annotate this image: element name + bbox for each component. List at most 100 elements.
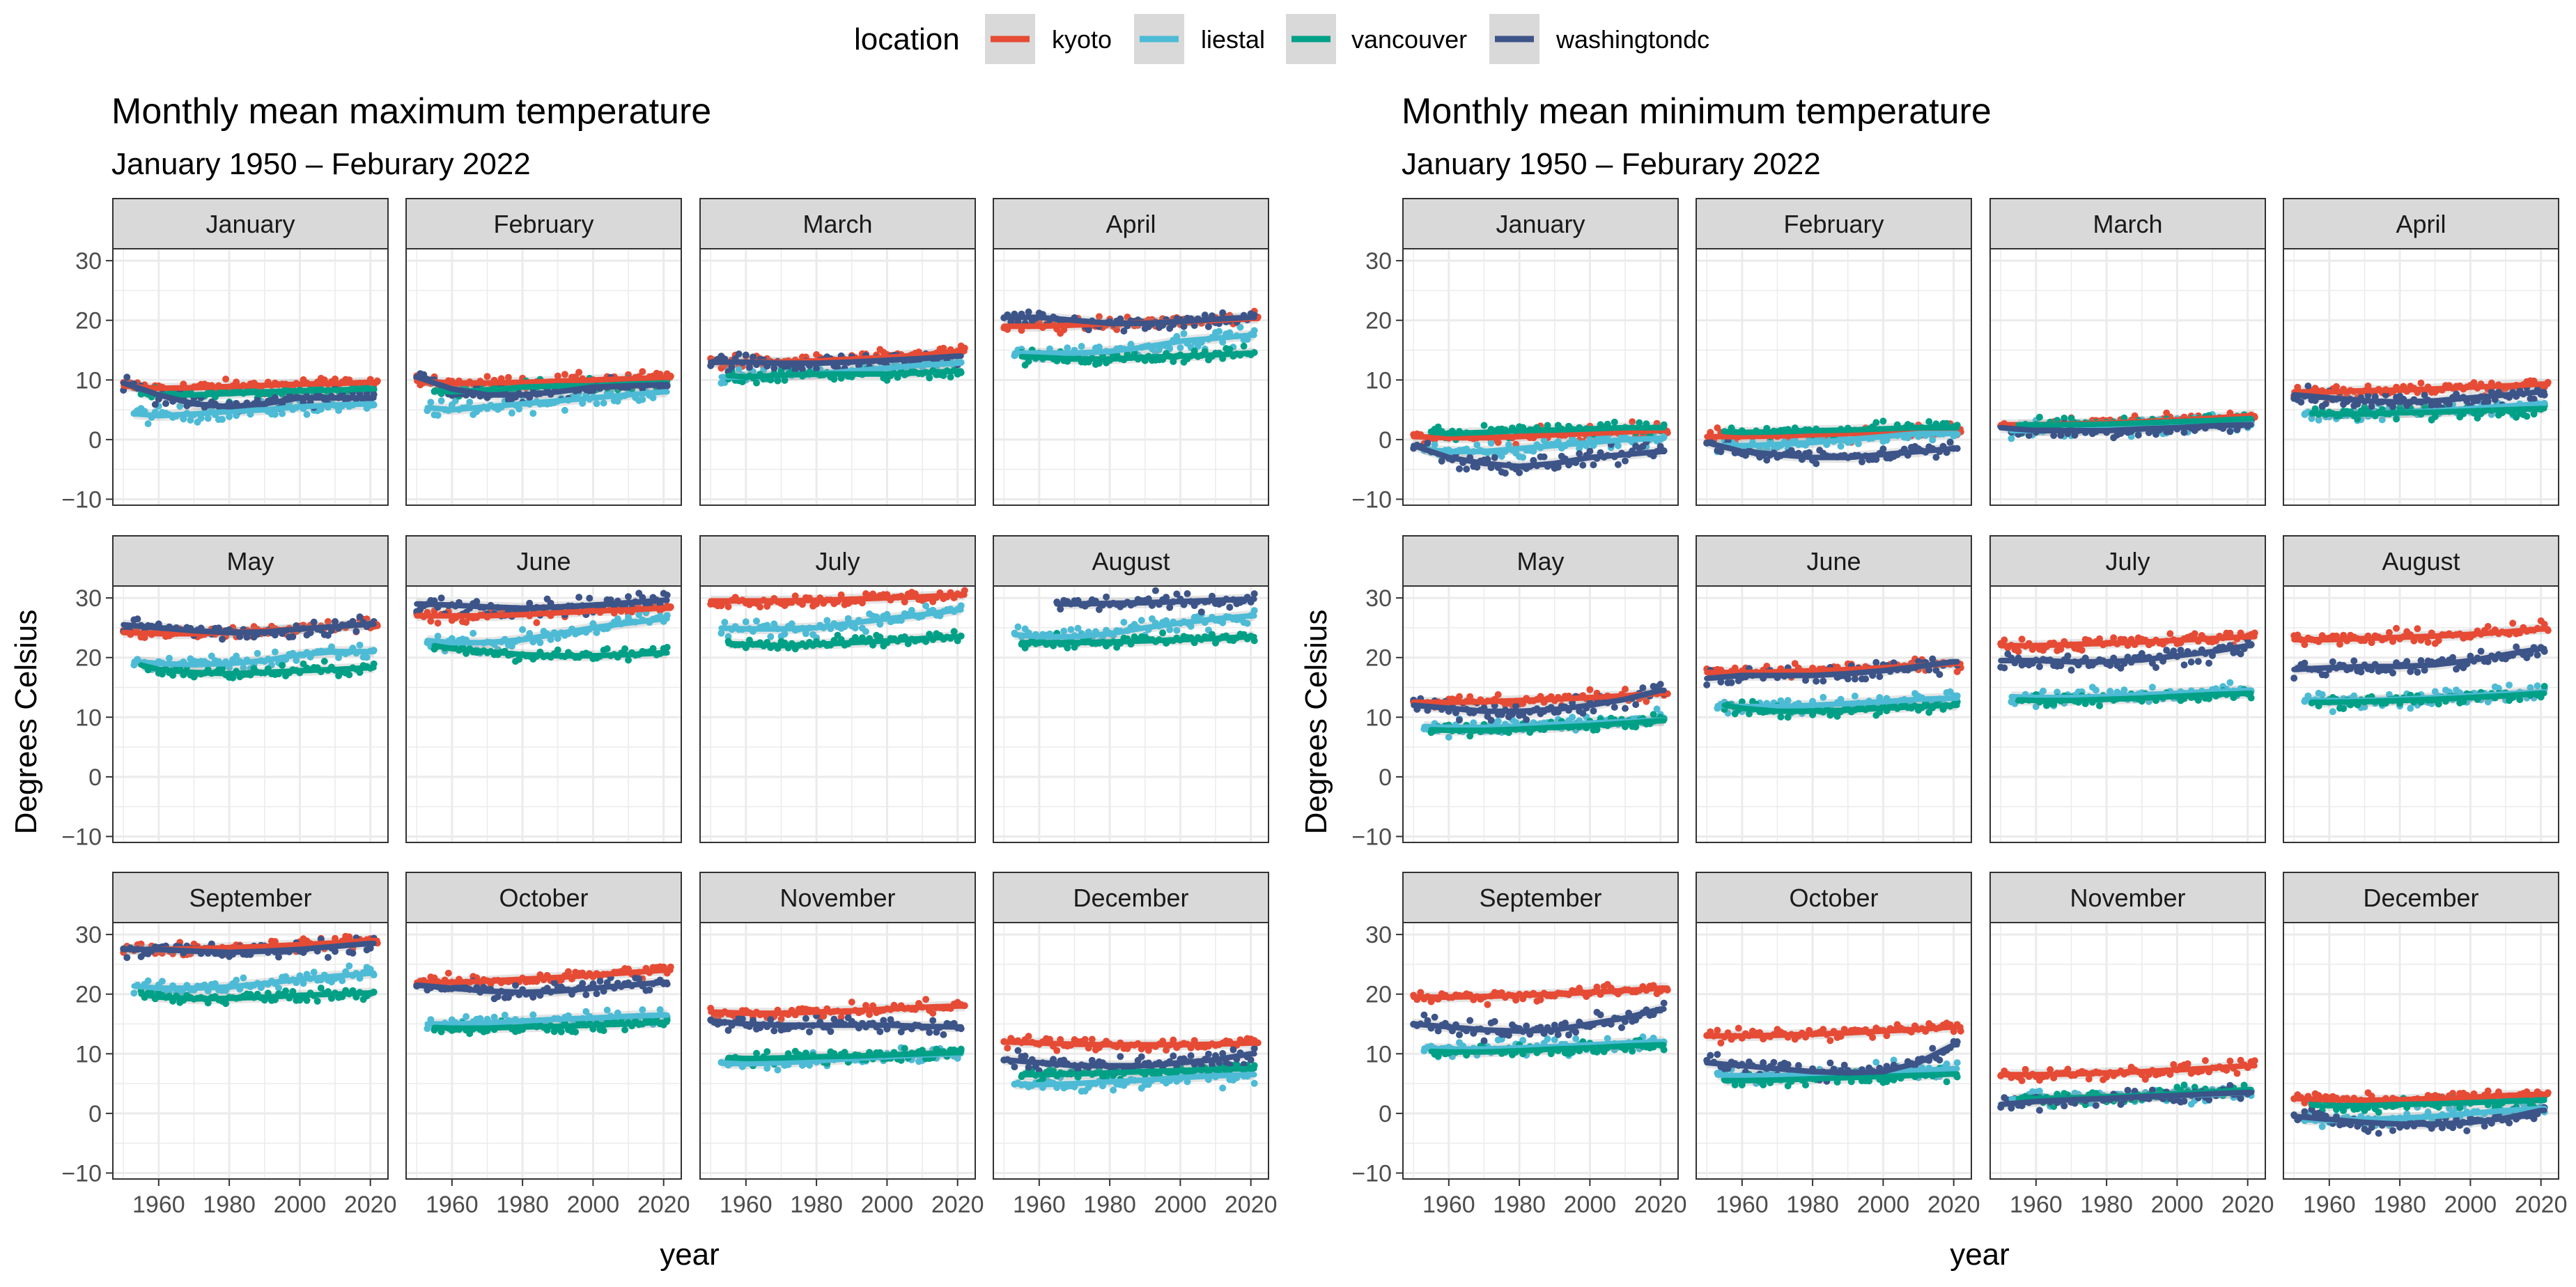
facet-strip-label: April — [1105, 210, 1156, 238]
data-point — [774, 1067, 781, 1074]
facet-max-july: July — [700, 536, 975, 842]
data-point — [233, 977, 240, 984]
y-tick-label: 10 — [75, 704, 102, 731]
data-point — [753, 380, 760, 387]
legend-label-kyoto: kyoto — [1052, 25, 1112, 54]
data-point — [1219, 1085, 1226, 1092]
facet-plot-area — [1696, 249, 1971, 505]
facet-max-august: August — [993, 536, 1268, 842]
x-tick-label: 1980 — [496, 1192, 549, 1218]
data-point — [519, 626, 526, 633]
facet-strip-label: May — [1516, 547, 1564, 576]
data-point — [1241, 343, 1248, 350]
data-point — [509, 410, 515, 417]
y-tick-label: 30 — [75, 585, 102, 612]
data-point — [466, 399, 473, 406]
data-point — [582, 992, 589, 999]
data-point — [1615, 461, 1622, 468]
data-point — [1611, 419, 1618, 426]
facet-strip-label: November — [779, 884, 895, 912]
data-point — [1879, 445, 1886, 452]
data-point — [1188, 1052, 1195, 1059]
data-point — [664, 644, 671, 651]
data-point — [639, 368, 646, 375]
data-point — [438, 397, 445, 404]
y-tick-label: −10 — [1351, 486, 1392, 513]
facet-strip-label: August — [1092, 547, 1170, 576]
data-point — [438, 594, 445, 601]
data-point — [1456, 465, 1463, 472]
data-point — [604, 645, 611, 652]
data-point — [1541, 454, 1548, 461]
data-point — [1152, 587, 1159, 594]
panel-min-xlabel: year — [1950, 1238, 2010, 1272]
data-point — [862, 628, 869, 635]
data-point — [123, 954, 130, 961]
data-point — [364, 654, 371, 661]
data-point — [1078, 343, 1085, 350]
data-point — [279, 662, 286, 669]
x-tick-label: 1960 — [1013, 1192, 1066, 1218]
y-tick-label: −10 — [61, 1160, 102, 1187]
data-point — [575, 594, 582, 601]
data-point — [1103, 594, 1110, 601]
data-point — [2393, 415, 2400, 422]
data-point — [2036, 414, 2043, 421]
data-point — [575, 369, 582, 376]
data-point — [1615, 442, 1622, 449]
facet-plot-area — [2283, 249, 2559, 505]
panel-max-ylabel: Degrees Celsius — [9, 610, 43, 835]
legend-label-washingtondc: washingtondc — [1555, 25, 1709, 54]
data-point — [1219, 309, 1226, 316]
data-point — [463, 1013, 470, 1020]
data-point — [311, 969, 318, 976]
data-point — [597, 978, 604, 985]
data-point — [1491, 454, 1498, 461]
data-point — [2523, 413, 2530, 420]
data-point — [940, 1031, 947, 1038]
facet-plot-area — [406, 923, 681, 1179]
x-tick-label: 2020 — [344, 1192, 397, 1218]
data-point — [1022, 1053, 1029, 1060]
data-point — [1198, 608, 1205, 615]
data-point — [222, 376, 229, 383]
data-point — [802, 1015, 809, 1022]
facet-min-april: April — [2283, 199, 2559, 505]
data-point — [1488, 440, 1495, 447]
facet-strip-label: February — [1783, 210, 1884, 238]
data-point — [1244, 620, 1251, 627]
x-tick-label: 1980 — [203, 1192, 256, 1218]
y-tick-label: 0 — [88, 427, 102, 454]
x-tick-label: 1980 — [790, 1192, 843, 1218]
data-point — [529, 410, 536, 417]
data-point — [1481, 422, 1488, 429]
y-tick-label: −10 — [61, 486, 102, 513]
data-point — [435, 412, 442, 419]
data-point — [929, 1017, 936, 1024]
data-point — [1110, 1087, 1117, 1094]
data-point — [1859, 458, 1865, 465]
data-point — [1205, 323, 1212, 330]
data-point — [561, 407, 568, 414]
facet-strip-label: April — [2396, 210, 2446, 238]
y-tick-label: 20 — [75, 645, 102, 672]
facet-strip-label: June — [516, 547, 571, 576]
data-point — [799, 366, 806, 373]
data-point — [1424, 440, 1431, 447]
y-tick-label: 20 — [75, 308, 102, 334]
data-point — [646, 987, 653, 994]
data-point — [470, 630, 476, 637]
data-point — [512, 982, 519, 989]
data-point — [593, 400, 600, 407]
data-point — [756, 603, 763, 610]
data-point — [123, 373, 130, 380]
data-point — [427, 618, 434, 625]
data-point — [2368, 403, 2375, 410]
data-point — [1117, 1053, 1124, 1060]
data-point — [272, 649, 279, 656]
x-tick-label: 2000 — [861, 1192, 914, 1218]
data-point — [435, 619, 442, 626]
